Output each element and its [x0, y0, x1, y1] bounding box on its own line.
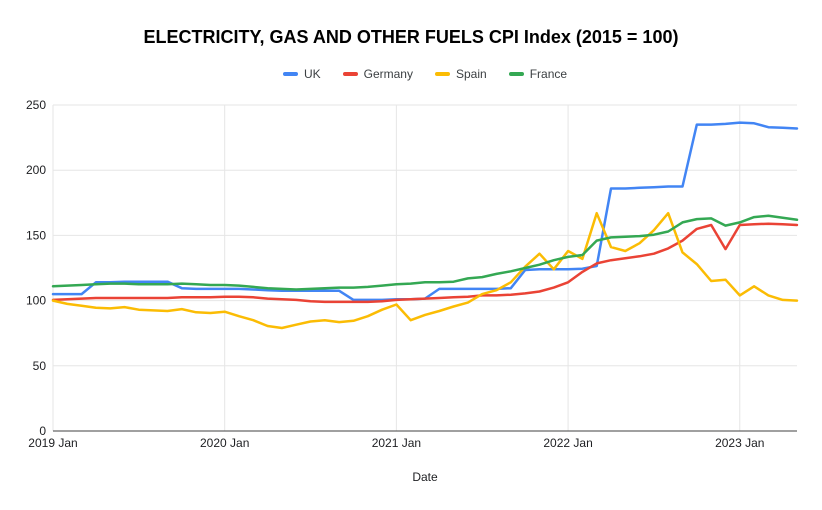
legend-label-spain: Spain	[455, 67, 487, 81]
x-tick-label: 2021 Jan	[372, 436, 421, 450]
legend-item-germany: Germany	[342, 67, 413, 81]
legend-item-spain: Spain	[434, 67, 487, 81]
y-tick-label: 250	[26, 98, 46, 112]
y-tick-label: 150	[26, 228, 46, 242]
chart-title: ELECTRICITY, GAS AND OTHER FUELS CPI Ind…	[143, 27, 679, 47]
y-tick-label: 0	[39, 424, 46, 438]
x-tick-label: 2020 Jan	[200, 436, 249, 450]
legend-label-france: France	[529, 67, 568, 81]
y-tick-label: 50	[33, 359, 47, 373]
x-axis-tick-labels: 2019 Jan 2020 Jan 2021 Jan 2022 Jan 2023 Jan	[28, 436, 764, 450]
x-tick-label: 2019 Jan	[28, 436, 77, 450]
legend-swatch-spain	[434, 72, 450, 76]
series-line-france	[51, 214, 799, 291]
y-axis-tick-labels: 0 50 100 150 200 250	[26, 98, 46, 438]
horizontal-gridlines	[53, 104, 797, 432]
legend: UK Germany Spain France	[53, 65, 797, 83]
series-line-germany	[51, 222, 799, 304]
legend-swatch-france	[508, 72, 524, 76]
series-lines	[51, 121, 799, 330]
legend-label-uk: UK	[303, 67, 321, 81]
legend-swatch-uk	[282, 72, 298, 76]
legend-item-uk: UK	[282, 67, 321, 81]
series-line-spain	[51, 211, 799, 330]
y-tick-label: 200	[26, 163, 46, 177]
x-tick-label: 2022 Jan	[543, 436, 592, 450]
x-tick-label: 2023 Jan	[715, 436, 764, 450]
series-line-uk	[51, 121, 799, 302]
x-axis-title: Date	[412, 470, 438, 484]
legend-label-germany: Germany	[363, 67, 413, 81]
y-tick-label: 100	[26, 294, 46, 308]
legend-item-france: France	[508, 67, 568, 81]
legend-swatch-germany	[342, 72, 358, 76]
vertical-gridlines	[52, 105, 741, 431]
